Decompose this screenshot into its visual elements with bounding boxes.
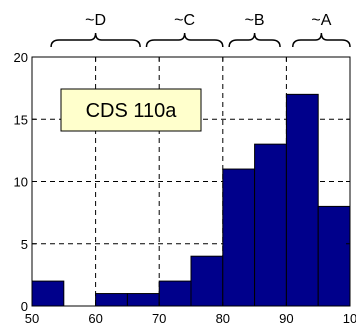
x-tick-label: 80 <box>216 311 230 326</box>
histogram-bar <box>126 293 160 307</box>
histogram-bar <box>285 93 319 307</box>
x-tick-label: 50 <box>25 311 39 326</box>
histogram-bar <box>31 280 65 307</box>
grade-braces: ~D ~C ~B ~A <box>50 12 351 48</box>
grade-brace <box>145 32 224 48</box>
histogram-bar <box>190 255 224 307</box>
grade-label: ~B <box>245 12 265 29</box>
annotation-box <box>60 88 202 132</box>
y-tick-label: 5 <box>21 237 28 252</box>
y-tick-label: 10 <box>14 175 28 190</box>
bars <box>31 93 351 307</box>
x-tick-label: 60 <box>88 311 102 326</box>
x-tick-label: 70 <box>152 311 166 326</box>
histogram-bar <box>222 168 256 307</box>
histogram-bar <box>317 205 351 307</box>
grade-label: ~A <box>311 12 331 29</box>
grade-brace <box>292 32 351 48</box>
grade-brace <box>228 32 281 48</box>
y-tick-label: 20 <box>14 50 28 65</box>
grade-label: ~C <box>174 12 195 29</box>
histogram-bar <box>95 293 128 307</box>
x-tick-label: 10 <box>343 311 356 326</box>
x-tick-label: 90 <box>279 311 293 326</box>
annotation-text: CDS 110a <box>86 100 178 122</box>
y-tick-label: 15 <box>14 112 28 127</box>
grade-label: ~D <box>85 12 106 29</box>
annotation: CDS 110a <box>60 88 202 132</box>
y-tick-label: 0 <box>21 299 28 314</box>
histogram-bar <box>254 143 287 307</box>
histogram-bar <box>158 280 192 307</box>
grade-brace <box>50 32 141 48</box>
